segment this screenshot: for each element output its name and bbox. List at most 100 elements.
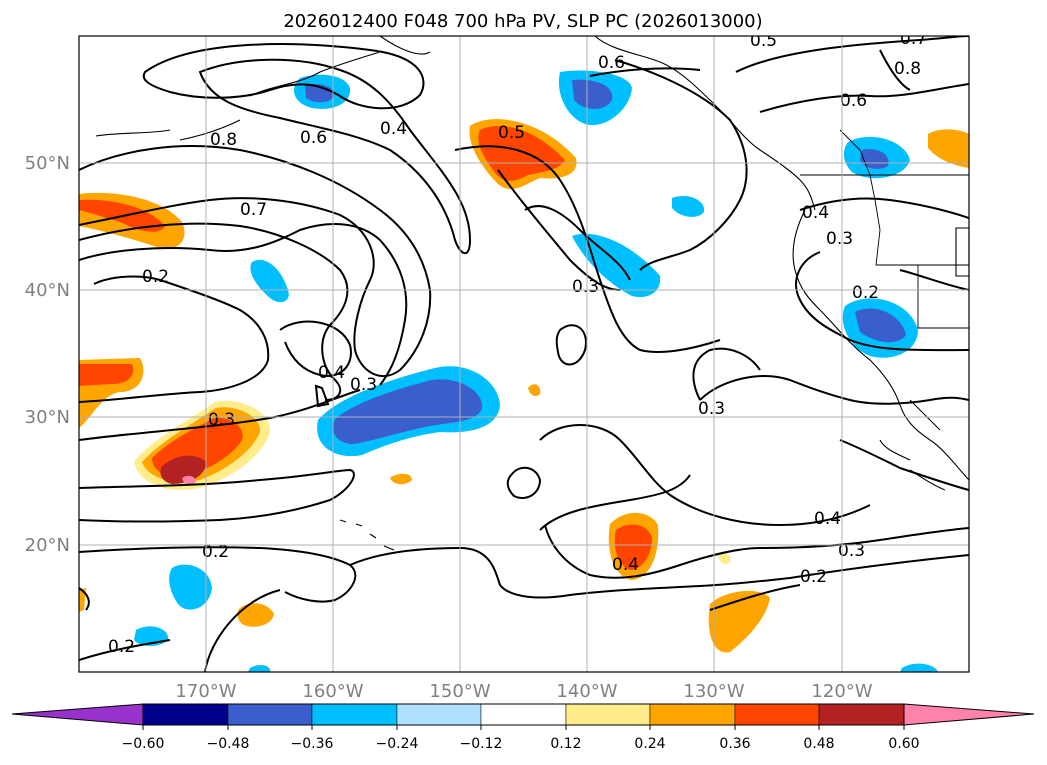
contour-line: [795, 251, 969, 352]
pv-negative-core: [855, 308, 906, 343]
contour-line: [614, 59, 748, 271]
pv-negative-core: [332, 379, 483, 444]
colorbar-segment: [818, 703, 905, 726]
colorbar-segment: [311, 703, 398, 726]
contour-line: [692, 347, 761, 401]
contour-line: [799, 197, 969, 219]
colorbar-segment: [142, 703, 229, 726]
contour-line: [454, 145, 721, 353]
lat-label: 20°N: [25, 535, 70, 556]
colorbar-segment: [396, 703, 482, 726]
contour-line: [899, 269, 969, 291]
contour-label: 0.6: [840, 91, 867, 111]
colorbar-segment: [734, 703, 820, 726]
contour-label: 0.5: [750, 31, 777, 51]
contour-label: 0.3: [838, 541, 865, 561]
political-borders: [800, 129, 969, 329]
contour-label: 0.4: [380, 119, 407, 139]
contour-line: [759, 83, 969, 113]
contour-line: [279, 320, 352, 377]
colorbar-segment: [649, 703, 736, 726]
colorbar-tick-label: −0.36: [291, 736, 334, 752]
colorbar-tick-label: −0.48: [207, 736, 250, 752]
colorbar-extend-high: [903, 703, 1035, 726]
contour-label: 0.6: [598, 53, 625, 73]
contour-line: [555, 324, 587, 366]
lon-label: 170°W: [175, 681, 236, 702]
contour-line: [204, 589, 281, 672]
slp-contours: [79, 36, 969, 672]
map-frame: [78, 35, 970, 673]
contour-line: [539, 474, 691, 531]
contour-label: 0.3: [350, 375, 377, 395]
pv-negative-core: [572, 79, 613, 109]
contour-label: 0.8: [894, 59, 921, 79]
contour-label: 0.2: [800, 567, 827, 587]
colorbar-tick-label: 0.48: [803, 736, 834, 752]
longitude-labels: 170°W 160°W 150°W 140°W 130°W 120°W: [175, 681, 872, 702]
colorbar-outline: [142, 703, 905, 726]
pv-positive-area: [237, 603, 274, 627]
contour-line: [142, 43, 425, 110]
contour-labels: 0.8 0.6 0.4 0.5 0.6 0.7 0.8 0.6 0.7 0.2 …: [108, 29, 927, 657]
colorbar-segment: [565, 703, 651, 726]
contour-line: [314, 384, 330, 408]
colorbar: −0.60 −0.48 −0.36 −0.24 −0.12 0.12 0.24 …: [11, 703, 1035, 752]
lon-label: 160°W: [302, 681, 363, 702]
contour-line: [839, 439, 969, 491]
colorbar-segment: [480, 703, 567, 726]
lon-label: 130°W: [683, 681, 744, 702]
contour-label: 0.2: [142, 267, 169, 287]
contour-label: 0.4: [318, 363, 345, 383]
contour-line: [544, 524, 969, 579]
lon-label: 120°W: [811, 681, 872, 702]
colorbar-tick-label: −0.24: [376, 736, 419, 752]
gridlines: [79, 36, 969, 672]
contour-line: [79, 546, 357, 603]
contour-label: 0.3: [572, 277, 599, 297]
contour-line: [79, 223, 408, 386]
lat-label: 50°N: [25, 153, 70, 174]
contour-line: [79, 222, 349, 401]
contour-line: [699, 375, 969, 405]
contour-line: [524, 205, 631, 281]
latitude-labels: 20°N 30°N 40°N 50°N: [25, 153, 70, 556]
pv-positive-area: [928, 129, 969, 168]
map-title: 2026012400 F048 700 hPa PV, SLP PC (2026…: [283, 11, 762, 32]
contour-label: 0.4: [814, 509, 841, 529]
contour-label: 0.8: [210, 130, 237, 150]
pv-positive-core: [160, 455, 206, 484]
pv-negative-area: [672, 195, 705, 217]
pv-shading: [79, 70, 969, 672]
contour-label: 0.2: [108, 637, 135, 657]
pv-negative-core: [860, 148, 889, 169]
contour-label: 0.5: [498, 123, 525, 143]
contour-line: [79, 389, 361, 441]
contour-label: 0.6: [300, 128, 327, 148]
colorbar-segment: [227, 703, 313, 726]
pv-positive-core: [79, 364, 134, 386]
lat-label: 30°N: [25, 407, 70, 428]
pv-negative-area: [572, 233, 661, 298]
lon-label: 150°W: [429, 681, 490, 702]
pv-positive-area: [528, 384, 541, 396]
contour-label: 0.7: [900, 29, 927, 49]
pv-positive-area: [79, 588, 86, 612]
pv-positive-core: [182, 475, 196, 485]
lat-label: 40°N: [25, 280, 70, 301]
colorbar-tick-label: 0.36: [719, 736, 750, 752]
contour-line: [79, 145, 432, 377]
contour-line: [539, 424, 871, 527]
contour-label: 0.4: [612, 555, 639, 575]
coastlines: [95, 36, 969, 551]
contour-label: 0.3: [826, 229, 853, 249]
contour-line: [497, 169, 621, 291]
pv-negative-area: [248, 665, 271, 672]
pv-negative-area: [250, 259, 289, 303]
contour-line: [709, 584, 801, 611]
contour-line: [735, 36, 969, 73]
pv-positive-area: [390, 473, 412, 485]
contour-line: [879, 49, 911, 91]
contour-label: 0.3: [698, 399, 725, 419]
pv-positive-core: [478, 125, 565, 181]
